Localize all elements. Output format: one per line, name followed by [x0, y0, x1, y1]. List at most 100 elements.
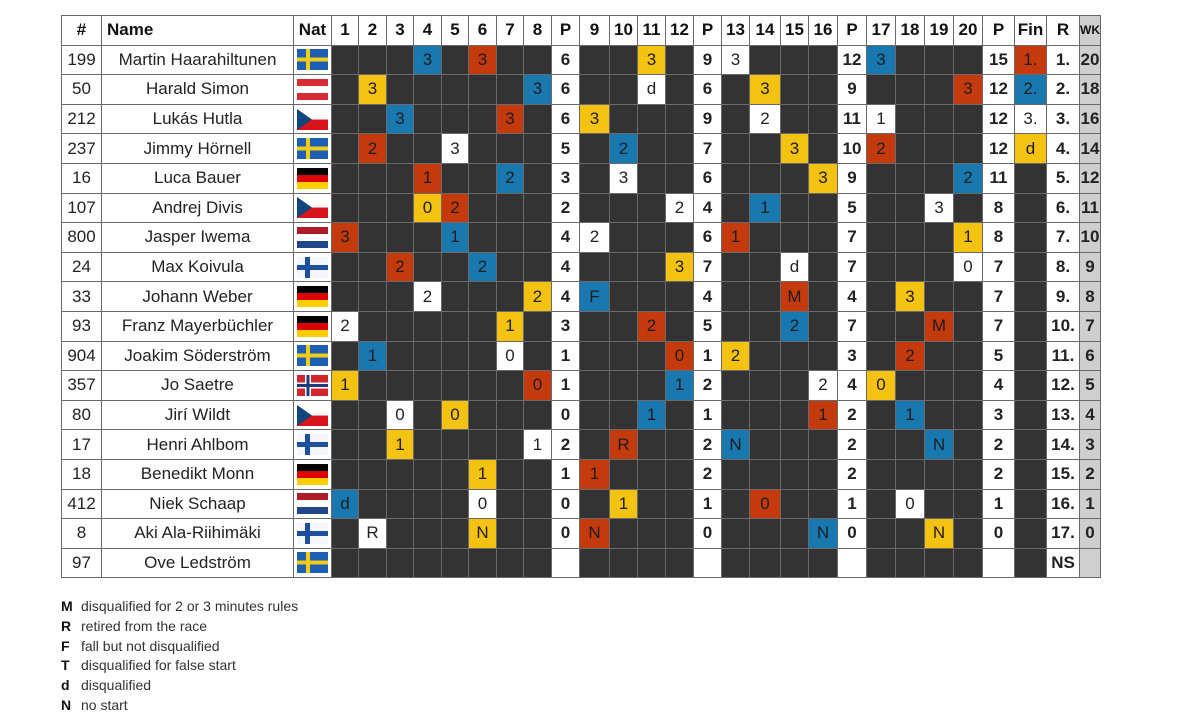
- heat-result-cell: [637, 251, 666, 283]
- nationality-flag: [293, 281, 332, 312]
- rank-cell: 14.: [1046, 429, 1080, 460]
- heat-result-cell: [953, 518, 983, 549]
- heat-result-cell: [609, 310, 638, 342]
- table-row: 33 Johann Weber 2 2 4 F 4 M 4 3 7 9. 8: [61, 281, 1101, 312]
- heat-result-cell: [953, 310, 983, 342]
- heat-result-cell: [637, 370, 666, 401]
- legend-code: T: [61, 657, 70, 674]
- heat-result-cell: 3: [665, 251, 694, 283]
- points-total-cell: 5: [837, 192, 867, 224]
- heat-result-cell: [866, 399, 896, 431]
- wk-points-cell: 9: [1079, 251, 1101, 283]
- heat-result-cell: M: [780, 281, 809, 312]
- heat-result-cell: [523, 44, 552, 76]
- heat-result-cell: [721, 399, 750, 431]
- heat-result-cell: 3: [331, 222, 359, 253]
- nationality-flag: [293, 222, 332, 253]
- heat-result-cell: [579, 133, 610, 164]
- rank-cell: 1.: [1046, 44, 1080, 76]
- heat-result-cell: [496, 74, 524, 105]
- heat-result-cell: [609, 74, 638, 105]
- heat-result-cell: [924, 547, 954, 579]
- heat-result-cell: [468, 222, 497, 253]
- points-total-cell: 9: [693, 103, 722, 135]
- header-col: 2: [358, 15, 387, 46]
- heat-result-cell: [468, 547, 497, 579]
- points-total-cell: 1: [551, 340, 580, 372]
- table-row: 17 Henri Ahlbom 1 1 2 R 2 N 2 N 2 14. 3: [61, 429, 1101, 460]
- heat-result-cell: 2: [358, 133, 387, 164]
- heat-result-cell: 3: [924, 192, 954, 224]
- wk-points-cell: 8: [1079, 281, 1101, 312]
- heat-result-cell: [808, 281, 838, 312]
- heat-result-cell: 3: [953, 74, 983, 105]
- heat-result-cell: [386, 44, 414, 76]
- heat-result-cell: [953, 133, 983, 164]
- header-row: # Name Nat 1 2 3 4 5 6 7 8 P 9 10 11 12 P 13 14 15 16 P 17 1…: [61, 15, 1101, 46]
- heat-result-cell: 2: [749, 103, 781, 135]
- heat-result-cell: 0: [386, 399, 414, 431]
- heat-result-cell: [496, 399, 524, 431]
- results-table: # Name Nat 1 2 3 4 5 6 7 8 P 9 10 11 12 P 13 14 15 16 P 17 1…: [61, 15, 1101, 579]
- heat-result-cell: [749, 518, 781, 549]
- heat-result-cell: 3: [413, 44, 442, 76]
- legend-text: disqualified for false start: [81, 657, 236, 674]
- heat-result-cell: [386, 370, 414, 401]
- results-body: 199 Martin Haarahiltunen 3 3 6 3 9 3 12 3 15 1. 1. 20…: [61, 44, 1101, 579]
- heat-result-cell: [468, 133, 497, 164]
- heat-result-cell: [579, 547, 610, 579]
- points-total-cell: [693, 547, 722, 579]
- wk-points-cell: 2: [1079, 458, 1101, 490]
- heat-result-cell: [866, 74, 896, 105]
- heat-result-cell: [866, 518, 896, 549]
- points-total-cell: 12: [982, 133, 1015, 164]
- flag-icon: [297, 345, 328, 367]
- heat-result-cell: [441, 310, 469, 342]
- points-total-cell: 2: [982, 429, 1015, 460]
- wk-points-cell: [1079, 547, 1101, 579]
- heat-result-cell: [721, 103, 750, 135]
- heat-result-cell: [924, 162, 954, 194]
- rank-cell: 8.: [1046, 251, 1080, 283]
- heat-result-cell: [866, 251, 896, 283]
- heat-result-cell: [413, 251, 442, 283]
- heat-result-cell: [413, 458, 442, 490]
- heat-result-cell: [780, 103, 809, 135]
- rank-cell: 4.: [1046, 133, 1080, 164]
- points-total-cell: 9: [837, 74, 867, 105]
- heat-result-cell: [579, 340, 610, 372]
- heat-result-cell: 2: [665, 192, 694, 224]
- heat-result-cell: [386, 518, 414, 549]
- table-row: 199 Martin Haarahiltunen 3 3 6 3 9 3 12 3 15 1. 1. 20: [61, 44, 1101, 76]
- points-total-cell: 7: [693, 133, 722, 164]
- legend-code: R: [61, 617, 72, 634]
- table-row: 93 Franz Mayerbüchler 2 1 3 2 5 2 7 M 7 10. 7: [61, 310, 1101, 342]
- heat-result-cell: [579, 192, 610, 224]
- heat-result-cell: [386, 192, 414, 224]
- heat-result-cell: [637, 133, 666, 164]
- heat-result-cell: [441, 518, 469, 549]
- heat-result-cell: [808, 133, 838, 164]
- heat-result-cell: [665, 547, 694, 579]
- heat-result-cell: 1: [721, 222, 750, 253]
- heat-result-cell: [523, 310, 552, 342]
- points-total-cell: [982, 547, 1015, 579]
- points-total-cell: 7: [982, 310, 1015, 342]
- heat-result-cell: [413, 518, 442, 549]
- wk-points-cell: 11: [1079, 192, 1101, 224]
- heat-result-cell: [866, 162, 896, 194]
- rank-cell: 13.: [1046, 399, 1080, 431]
- heat-result-cell: 2: [895, 340, 925, 372]
- header-col: 3: [386, 15, 414, 46]
- heat-result-cell: [924, 458, 954, 490]
- header-col: 17: [866, 15, 896, 46]
- heat-result-cell: [780, 340, 809, 372]
- heat-result-cell: [665, 44, 694, 76]
- nationality-flag: [293, 399, 332, 431]
- table-row: 107 Andrej Divis 0 2 2 2 4 1 5 3 8 6. 11: [61, 192, 1101, 224]
- heat-result-cell: [496, 251, 524, 283]
- heat-result-cell: [780, 399, 809, 431]
